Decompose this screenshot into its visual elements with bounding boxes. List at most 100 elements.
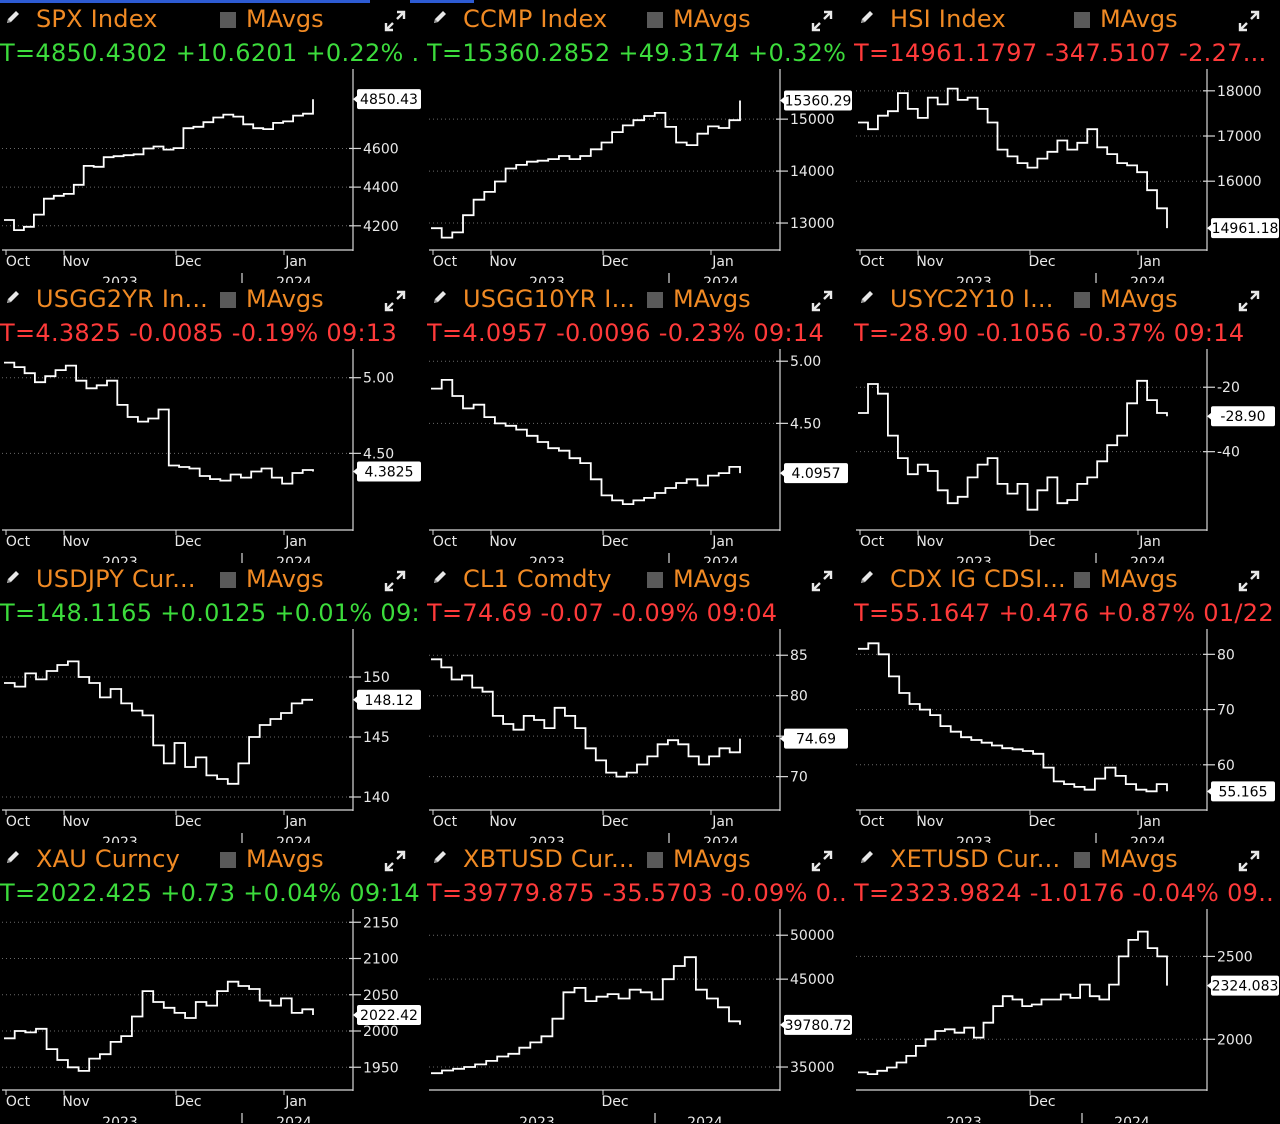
panel-header: CL1 Comdty MAvgs xyxy=(425,563,852,597)
month-label: Oct xyxy=(860,814,885,830)
y-tick-label: 150 xyxy=(363,670,390,686)
ticker-label[interactable]: CCMP Index xyxy=(463,5,608,33)
mavgs-checkbox[interactable] xyxy=(647,12,663,28)
price-line xyxy=(431,379,741,505)
mavgs-label[interactable]: MAvgs xyxy=(246,5,324,33)
expand-icon[interactable] xyxy=(382,568,408,594)
month-label: Dec xyxy=(1028,254,1055,270)
panel-header: USDJPY Cur... MAvgs xyxy=(0,563,425,597)
y-tick-label: -40 xyxy=(1217,445,1240,461)
mavgs-label[interactable]: MAvgs xyxy=(1100,285,1178,313)
y-tick-label: 2000 xyxy=(363,1024,399,1040)
mavgs-label[interactable]: MAvgs xyxy=(246,845,324,873)
ticker-label[interactable]: USGG10YR I... xyxy=(463,285,636,313)
mavgs-label[interactable]: MAvgs xyxy=(1100,845,1178,873)
ticker-label[interactable]: XBTUSD Cur... xyxy=(463,845,635,873)
pencil-icon[interactable] xyxy=(4,8,22,26)
mavgs-checkbox[interactable] xyxy=(220,292,236,308)
mavgs-checkbox[interactable] xyxy=(1074,292,1090,308)
month-label: Jan xyxy=(1138,814,1161,830)
ticker-label[interactable]: USYC2Y10 I... xyxy=(890,285,1054,313)
top-accent-segment xyxy=(410,0,474,3)
expand-icon[interactable] xyxy=(809,288,835,314)
mavgs-label[interactable]: MAvgs xyxy=(673,5,751,33)
mavgs-checkbox[interactable] xyxy=(1074,12,1090,28)
y-tick-label: -20 xyxy=(1217,380,1240,396)
quote-line: T=4.0957 -0.0096 -0.23% 09:14 xyxy=(427,319,825,347)
ticker-label[interactable]: CL1 Comdty xyxy=(463,565,612,593)
ticker-label[interactable]: USDJPY Cur... xyxy=(36,565,196,593)
month-label: Dec xyxy=(174,814,201,830)
mavgs-checkbox[interactable] xyxy=(647,292,663,308)
ticker-label[interactable]: XAU Curncy xyxy=(36,845,181,873)
last-value-label: 74.69 xyxy=(796,732,836,748)
expand-icon[interactable] xyxy=(382,8,408,34)
month-label: Dec xyxy=(174,534,201,550)
pencil-icon[interactable] xyxy=(858,288,876,306)
year-label: 2024 xyxy=(703,555,739,563)
pencil-icon[interactable] xyxy=(431,288,449,306)
ticker-label[interactable]: CDX IG CDSI... xyxy=(890,565,1066,593)
month-label: Jan xyxy=(711,254,734,270)
last-value-box xyxy=(357,1005,421,1026)
mavgs-checkbox[interactable] xyxy=(1074,852,1090,868)
pencil-icon[interactable] xyxy=(858,8,876,26)
chart-panel: CL1 Comdty MAvgs T=74.69 -0.07 -0.09% 09… xyxy=(425,563,852,843)
mavgs-checkbox[interactable] xyxy=(647,852,663,868)
mavgs-label[interactable]: MAvgs xyxy=(1100,565,1178,593)
month-label: Dec xyxy=(174,1094,201,1110)
expand-icon[interactable] xyxy=(809,568,835,594)
ticker-label[interactable]: XETUSD Cur... xyxy=(890,845,1061,873)
mavgs-checkbox[interactable] xyxy=(220,12,236,28)
month-label: Nov xyxy=(916,814,943,830)
price-line xyxy=(431,100,741,239)
ticker-label[interactable]: USGG2YR In... xyxy=(36,285,209,313)
y-tick-label: 4600 xyxy=(363,141,399,157)
year-label: 2023 xyxy=(956,555,992,563)
expand-icon[interactable] xyxy=(809,848,835,874)
panel-header: CCMP Index MAvgs xyxy=(425,3,852,37)
mavgs-label[interactable]: MAvgs xyxy=(1100,5,1178,33)
last-value-box xyxy=(1211,218,1279,239)
pencil-icon[interactable] xyxy=(858,848,876,866)
y-tick-label: 14000 xyxy=(790,164,835,180)
price-line xyxy=(431,658,741,778)
expand-icon[interactable] xyxy=(382,848,408,874)
pencil-icon[interactable] xyxy=(431,8,449,26)
expand-icon[interactable] xyxy=(382,288,408,314)
mavgs-checkbox[interactable] xyxy=(647,572,663,588)
panel-header: XETUSD Cur... MAvgs xyxy=(852,843,1279,877)
pencil-icon[interactable] xyxy=(4,568,22,586)
pencil-icon[interactable] xyxy=(858,568,876,586)
panel-header: USYC2Y10 I... MAvgs xyxy=(852,283,1279,317)
pencil-icon[interactable] xyxy=(431,568,449,586)
expand-icon[interactable] xyxy=(1236,8,1262,34)
month-label: Dec xyxy=(601,814,628,830)
mavgs-label[interactable]: MAvgs xyxy=(673,285,751,313)
expand-icon[interactable] xyxy=(809,8,835,34)
expand-icon[interactable] xyxy=(1236,848,1262,874)
month-label: Dec xyxy=(601,254,628,270)
y-tick-label: 80 xyxy=(1217,647,1235,663)
ticker-label[interactable]: SPX Index xyxy=(36,5,158,33)
y-tick-label: 60 xyxy=(1217,758,1235,774)
month-label: Oct xyxy=(6,814,31,830)
y-tick-label: 4400 xyxy=(363,180,399,196)
pencil-icon[interactable] xyxy=(4,848,22,866)
mavgs-label[interactable]: MAvgs xyxy=(246,565,324,593)
pencil-icon[interactable] xyxy=(4,288,22,306)
mavgs-label[interactable]: MAvgs xyxy=(673,845,751,873)
y-tick-label: 1950 xyxy=(363,1060,399,1076)
last-value-box xyxy=(784,728,848,749)
ticker-label[interactable]: HSI Index xyxy=(890,5,1006,33)
mavgs-label[interactable]: MAvgs xyxy=(673,565,751,593)
expand-icon[interactable] xyxy=(1236,288,1262,314)
mavgs-checkbox[interactable] xyxy=(1074,572,1090,588)
mavgs-checkbox[interactable] xyxy=(220,852,236,868)
mavgs-checkbox[interactable] xyxy=(220,572,236,588)
pencil-icon[interactable] xyxy=(431,848,449,866)
expand-icon[interactable] xyxy=(1236,568,1262,594)
mavgs-label[interactable]: MAvgs xyxy=(246,285,324,313)
price-chart: 13000 14000 15000 15360.29 Oct Nov Dec Jan 2023 2… xyxy=(429,69,852,283)
y-tick-label: 2050 xyxy=(363,988,399,1004)
